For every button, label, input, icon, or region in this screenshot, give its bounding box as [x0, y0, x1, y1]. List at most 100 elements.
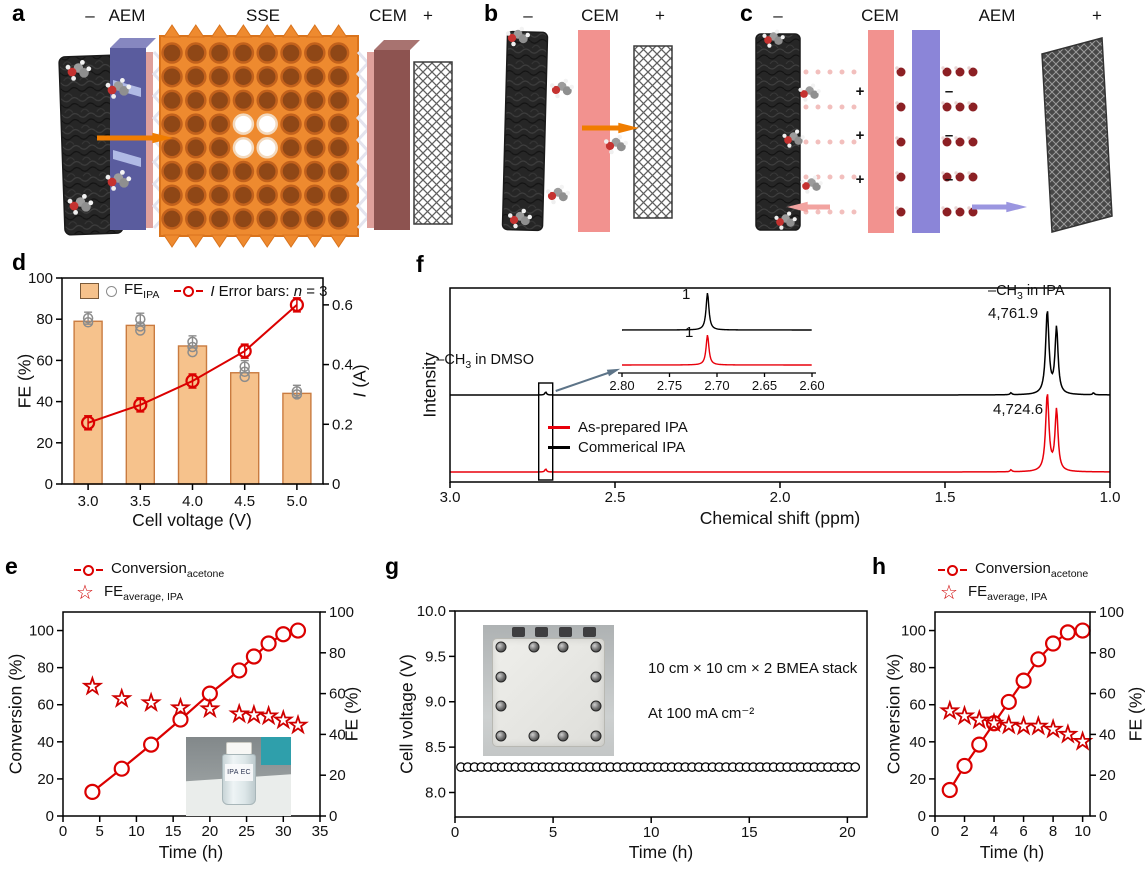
conversion-point [231, 662, 248, 679]
tick-label: 8.0 [425, 784, 446, 801]
tick-label: – [945, 171, 953, 188]
sse-pore [208, 208, 231, 230]
sse-pore [161, 65, 183, 88]
tick-label: 0 [45, 476, 53, 493]
cem-top-face [374, 40, 420, 50]
water-ion [968, 137, 978, 147]
panel-letter-d: d [12, 249, 27, 275]
tick-label: 8 [1049, 823, 1057, 840]
bolt [495, 730, 507, 742]
fe-replicate-point [187, 346, 198, 358]
aem-label: AEM [978, 6, 1016, 25]
cem-membrane [578, 30, 610, 232]
sse-pore [304, 184, 326, 206]
ion-trace [851, 209, 857, 215]
panel-letter-h: h [872, 553, 887, 579]
water-ion [955, 67, 965, 77]
conversion-point [1030, 651, 1047, 668]
ion-trace [827, 139, 833, 145]
fe-series [939, 699, 1094, 751]
current-point [289, 297, 304, 312]
molecule [506, 26, 530, 47]
peak-label-black: 4,761.9 [988, 305, 1039, 322]
fe-bar [282, 392, 312, 485]
sse-pore [280, 208, 302, 230]
water-ion [955, 102, 965, 112]
sse-pore [232, 184, 255, 206]
cem-membrane [868, 30, 894, 233]
sse-pore [327, 208, 350, 230]
molecule [782, 129, 805, 148]
fe-star [257, 704, 280, 726]
sse-pore [185, 137, 207, 159]
bolt [590, 671, 602, 683]
sse-pore [161, 137, 183, 159]
conversion-point [289, 622, 307, 639]
sse-pore [256, 113, 278, 135]
fe-replicate-point [82, 312, 94, 324]
fe-replicate-point [291, 386, 303, 397]
tick-label: 0 [329, 808, 337, 825]
sse-pore [280, 137, 302, 159]
sse-spike [163, 234, 181, 248]
tick-label: 9.5 [425, 648, 446, 665]
sse-pore [185, 184, 207, 206]
molecule [105, 170, 132, 191]
sse-pore [208, 42, 231, 64]
sse-pore [208, 65, 231, 88]
water-ion [942, 172, 952, 182]
red-line-swatch [548, 426, 570, 429]
ion-trace [851, 69, 857, 75]
axis-label-time: Time (h) [158, 842, 224, 862]
legend-item-conversion: Conversionacetone [74, 560, 224, 580]
replicate-marker-icon [106, 285, 117, 297]
sse-pore [304, 65, 326, 88]
stack-note-1: 10 cm × 10 cm × 2 BMEA stack [648, 660, 858, 677]
arrow-head [618, 122, 639, 134]
tick-label: 25 [238, 823, 255, 840]
tick-label: 5 [96, 823, 104, 840]
axis-label-time-g: Time (h) [628, 842, 694, 862]
vial-photo: IPA EC [186, 737, 291, 816]
bolt [590, 730, 602, 742]
water-ion [896, 207, 906, 217]
tick-label: 100 [28, 270, 53, 287]
fe-replicate-point [291, 389, 303, 400]
ion-trace [827, 104, 833, 110]
plot-frame [934, 611, 1091, 817]
sse-spike [329, 24, 348, 38]
bolt [495, 641, 507, 653]
terminal-positive: + [1092, 6, 1102, 25]
sse-pore [280, 113, 302, 135]
sse-pore [256, 42, 278, 64]
tick-label: 5 [549, 824, 557, 841]
sse-pore [232, 160, 255, 183]
sse-pore [256, 65, 278, 88]
schematic-c: + – + – + – [755, 29, 1113, 233]
fe-star [1027, 714, 1050, 736]
sse-pore [185, 113, 207, 135]
sse-spike [305, 234, 324, 248]
conversion-point [260, 635, 277, 652]
axis-label-fe-right: FE (%) [341, 686, 362, 742]
arrow-head [1006, 201, 1027, 213]
axis-label-time-h: Time (h) [979, 842, 1045, 862]
vial-label: IPA EC [225, 764, 253, 781]
fe-bar [229, 372, 260, 485]
tick-label: 80 [1099, 645, 1116, 662]
vial: IPA EC [222, 742, 256, 806]
nmr-trace [450, 311, 1110, 396]
sse-spike [163, 24, 181, 38]
sse-pore [161, 184, 183, 206]
schematic-a [58, 24, 453, 248]
tick-label: 60 [1099, 686, 1116, 703]
sse-pore [161, 160, 183, 183]
axis-label-fe: FE (%) [14, 353, 35, 409]
sse-pore [304, 113, 326, 135]
sse-pore [327, 113, 350, 135]
sse-pore [280, 160, 302, 183]
conversion-point [143, 736, 160, 753]
sse-pore [256, 160, 278, 183]
sse-label: SSE [245, 6, 281, 25]
axis-label-chemical-shift: Chemical shift (ppm) [699, 508, 861, 528]
